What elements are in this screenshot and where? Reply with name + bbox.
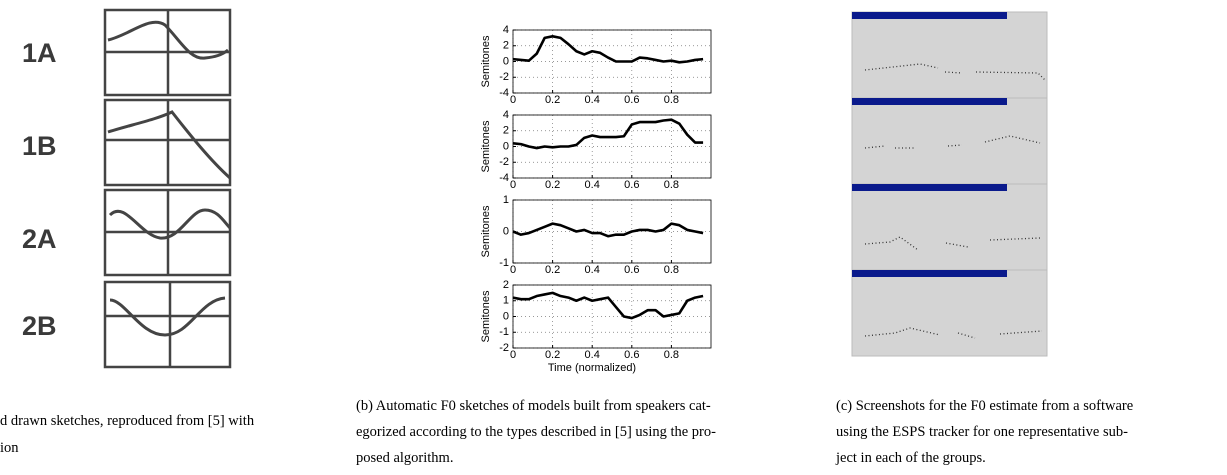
y-axis-label: Semitones (480, 205, 492, 257)
y-tick-label: -4 (499, 172, 509, 184)
x-tick-label: 0.6 (624, 349, 639, 361)
y-axis-label: Semitones (480, 290, 492, 342)
panel-a (105, 10, 230, 367)
data-line (513, 293, 703, 318)
y-axis-label: Semitones (480, 35, 492, 87)
x-tick-label: 0.8 (664, 349, 679, 361)
x-tick-label: 0.8 (664, 264, 679, 276)
data-line (513, 224, 703, 237)
sketch-label: 1B (22, 131, 57, 161)
y-tick-label: 0 (503, 140, 509, 152)
y-tick-label: 1 (503, 295, 509, 307)
caption-line: d drawn sketches, reproduced from [5] wi… (0, 413, 255, 429)
y-tick-label: 2 (503, 279, 509, 291)
screenshot (852, 270, 1047, 356)
x-tick-label: 0.2 (545, 94, 560, 106)
x-tick-label: 0.4 (585, 349, 600, 361)
title-bar (852, 270, 1007, 277)
x-axis-label: Time (normalized) (548, 362, 636, 374)
y-tick-label: -1 (499, 326, 509, 338)
window (852, 270, 1047, 356)
x-tick-label: 0.6 (624, 94, 639, 106)
y-tick-label: 0 (503, 310, 509, 322)
caption-line: ion (0, 440, 19, 456)
y-tick-label: -2 (499, 342, 509, 354)
y-tick-label: 0 (503, 55, 509, 67)
sketch-curve (110, 210, 230, 238)
x-tick-label: 0.4 (585, 94, 600, 106)
sketch-label: 2A (22, 224, 57, 254)
x-tick-label: 0.8 (664, 94, 679, 106)
x-tick-label: 0.4 (585, 264, 600, 276)
y-tick-label: -1 (499, 257, 509, 269)
caption-line: (c) Screenshots for the F0 estimate from… (836, 398, 1133, 414)
caption-line: posed algorithm. (356, 450, 453, 466)
data-line (513, 120, 703, 148)
y-tick-label: 2 (503, 40, 509, 52)
x-tick-label: 0.4 (585, 179, 600, 191)
window (852, 98, 1047, 184)
panel-c (852, 12, 1047, 356)
title-bar (852, 184, 1007, 191)
x-tick-label: 0 (510, 349, 516, 361)
x-tick-label: 0 (510, 94, 516, 106)
title-bar (852, 98, 1007, 105)
sketch-label: 2B (22, 311, 57, 341)
data-line (513, 36, 703, 62)
y-tick-label: 2 (503, 125, 509, 137)
y-axis-label: Semitones (480, 120, 492, 172)
x-tick-label: 0.2 (545, 264, 560, 276)
screenshot (852, 184, 1047, 270)
caption-line: ject in each of the groups. (835, 450, 986, 466)
y-tick-label: 0 (503, 225, 509, 237)
y-tick-label: 4 (503, 24, 509, 36)
caption-line: egorized according to the types describe… (356, 424, 716, 440)
y-tick-label: -4 (499, 87, 509, 99)
x-tick-label: 0.6 (624, 179, 639, 191)
caption-line: (b) Automatic F0 sketches of models buil… (356, 398, 711, 414)
title-bar (852, 12, 1007, 19)
x-tick-label: 0.6 (624, 264, 639, 276)
y-tick-label: 4 (503, 109, 509, 121)
x-tick-label: 0 (510, 179, 516, 191)
screenshot (852, 12, 1047, 98)
caption-line: using the ESPS tracker for one represent… (836, 424, 1128, 440)
sketch-label: 1A (22, 38, 57, 68)
window (852, 184, 1047, 270)
x-tick-label: 0.2 (545, 179, 560, 191)
y-tick-label: 1 (503, 194, 509, 206)
figure: 1A 1B 2A 2B d drawn sketches, reproduced… (0, 0, 1227, 475)
window (852, 12, 1047, 98)
y-tick-label: -2 (499, 156, 509, 168)
x-tick-label: 0 (510, 264, 516, 276)
screenshot (852, 98, 1047, 184)
sketch-box (105, 282, 230, 367)
y-tick-label: -2 (499, 71, 509, 83)
x-tick-label: 0.2 (545, 349, 560, 361)
x-tick-label: 0.8 (664, 179, 679, 191)
